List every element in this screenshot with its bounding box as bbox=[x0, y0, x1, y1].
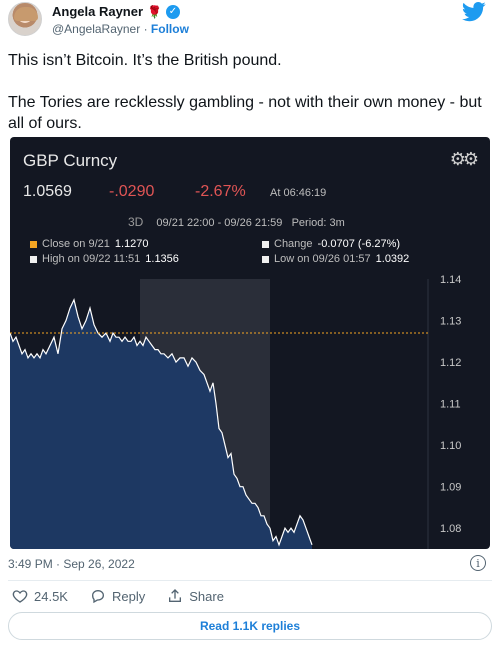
period-tag: 3D bbox=[128, 215, 144, 229]
chart-card[interactable]: 1.14 1.13 1.12 1.11 1.10 1.09 1.08 GBP Curncy … bbox=[10, 137, 490, 549]
like-count: 24.5K bbox=[34, 588, 68, 604]
chart-title: GBP Curncy bbox=[23, 151, 118, 170]
share-button[interactable]: Share bbox=[167, 588, 224, 604]
reply-label: Reply bbox=[111, 588, 146, 604]
action-bar: 24.5K Reply Share bbox=[12, 588, 224, 604]
tweet-text: This isn’t Bitcoin. It’s the British pou… bbox=[8, 50, 488, 155]
y-tick-label: 1.11 bbox=[440, 399, 461, 411]
period: Period: 3m bbox=[291, 217, 345, 229]
high-info: High on 09/22 11:51 1.1356 bbox=[30, 253, 179, 265]
info-icon[interactable]: i bbox=[470, 555, 486, 571]
author-name-row[interactable]: Angela Rayner 🌹 ✓ bbox=[52, 4, 180, 19]
tweet-line-2: The Tories are recklessly gambling - not… bbox=[8, 94, 482, 132]
tweet-line-1: This isn’t Bitcoin. It’s the British pou… bbox=[8, 52, 282, 69]
y-tick-label: 1.13 bbox=[440, 316, 461, 328]
y-tick-label: 1.14 bbox=[440, 274, 461, 286]
y-tick-label: 1.08 bbox=[440, 523, 461, 535]
close-value: 1.1270 bbox=[114, 238, 149, 250]
author-handle[interactable]: @AngelaRayner bbox=[52, 22, 141, 36]
change-value: -0.0707 (-6.27%) bbox=[317, 238, 401, 250]
tweet-header: Angela Rayner 🌹 ✓ @AngelaRayner · Follow bbox=[8, 0, 492, 40]
low-value: 1.0392 bbox=[375, 253, 410, 265]
change-label: Change bbox=[274, 238, 313, 250]
divider bbox=[8, 580, 492, 581]
share-icon bbox=[169, 589, 182, 602]
close-label: Close on 9/21 bbox=[42, 238, 110, 250]
reply-icon bbox=[91, 589, 104, 604]
reply-button[interactable]: Reply bbox=[90, 588, 145, 604]
quote-row: 1.0569 -.0290 -2.67% At 06:46:19 bbox=[23, 183, 326, 201]
y-tick-label: 1.12 bbox=[440, 357, 461, 369]
avatar[interactable] bbox=[8, 2, 42, 36]
share-label: Share bbox=[189, 588, 224, 604]
like-button[interactable]: 24.5K bbox=[12, 588, 68, 604]
change-marker bbox=[262, 240, 269, 248]
high-marker bbox=[30, 255, 37, 263]
read-replies-button[interactable]: Read 1.1K replies bbox=[8, 612, 492, 640]
author-handle-row: @AngelaRayner · Follow bbox=[52, 22, 189, 36]
twitter-logo-icon[interactable] bbox=[462, 2, 486, 22]
price-chart: 1.14 1.13 1.12 1.11 1.10 1.09 1.08 bbox=[10, 274, 461, 549]
price: 1.0569 bbox=[23, 183, 72, 200]
y-tick-label: 1.09 bbox=[440, 482, 461, 494]
quote-time: At 06:46:19 bbox=[270, 187, 327, 199]
price-change-pct: -2.67% bbox=[195, 183, 246, 200]
low-info: Low on 09/26 01:57 1.0392 bbox=[262, 253, 409, 265]
price-change: -.0290 bbox=[109, 183, 155, 200]
y-tick-label: 1.10 bbox=[440, 440, 461, 452]
high-value: 1.1356 bbox=[145, 253, 179, 265]
price-line bbox=[10, 298, 313, 547]
change-info: Change -0.0707 (-6.27%) bbox=[262, 238, 400, 250]
range-row: 3D 09/21 22:00 - 09/26 21:59 Period: 3m bbox=[128, 215, 345, 229]
tweet-timestamp[interactable]: 3:49 PM · Sep 26, 2022 bbox=[8, 557, 135, 571]
low-label: Low on 09/26 01:57 bbox=[274, 253, 371, 265]
verified-icon: ✓ bbox=[166, 4, 180, 19]
low-marker bbox=[262, 255, 269, 263]
price-area bbox=[10, 299, 312, 549]
close-info: Close on 9/21 1.1270 bbox=[30, 238, 149, 250]
gear-icon[interactable]: ⚙⚙ bbox=[449, 149, 479, 169]
rose-emoji: 🌹 bbox=[147, 4, 162, 19]
follow-button[interactable]: Follow bbox=[150, 22, 189, 36]
date-range: 09/21 22:00 - 09/26 21:59 bbox=[156, 217, 283, 229]
separator: · bbox=[143, 22, 148, 36]
heart-icon bbox=[12, 590, 28, 603]
close-marker bbox=[30, 240, 37, 248]
author-name[interactable]: Angela Rayner bbox=[52, 4, 144, 19]
high-label: High on 09/22 11:51 bbox=[42, 253, 141, 265]
